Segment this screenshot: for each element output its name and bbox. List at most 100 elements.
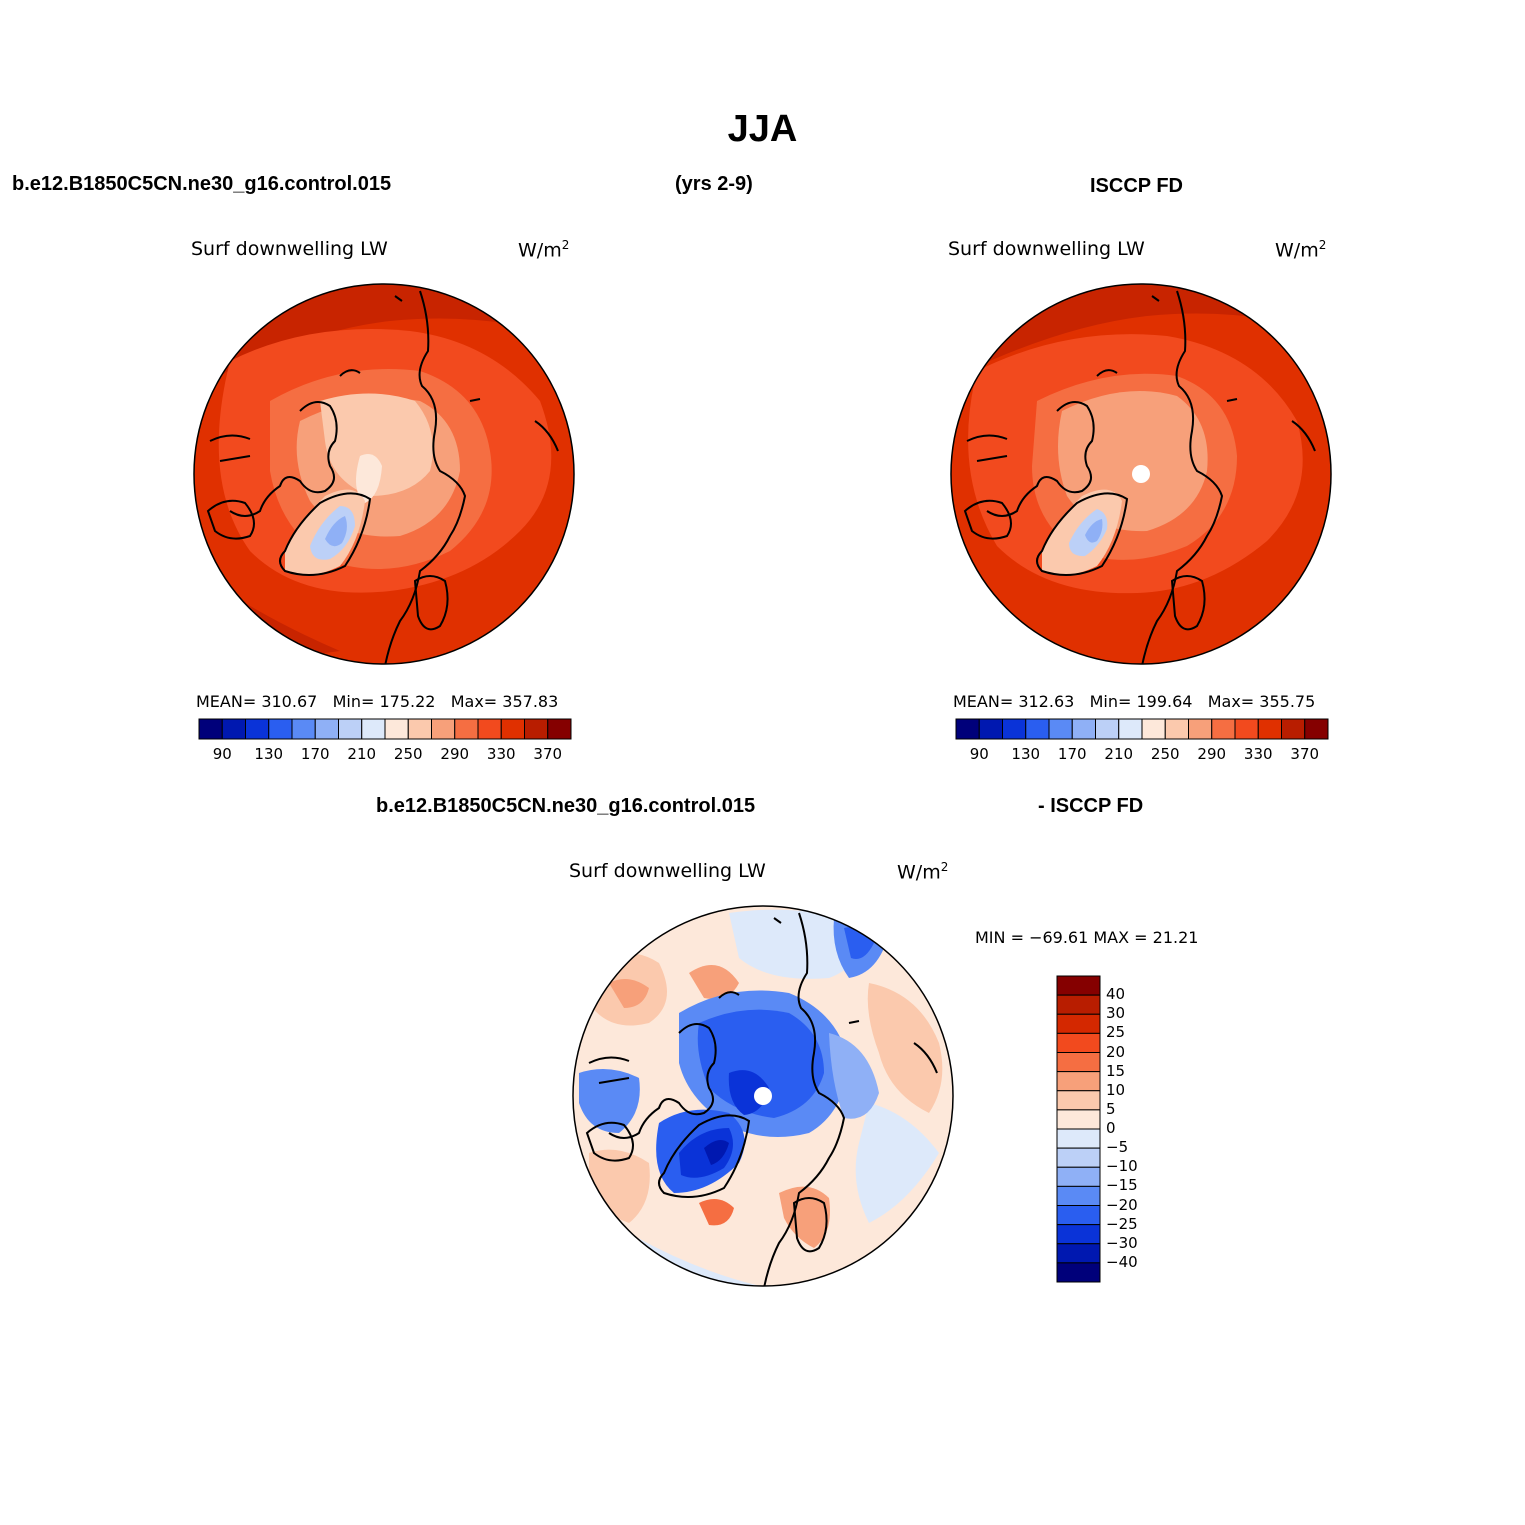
diff-case-name-label: b.e12.B1850C5CN.ne30_g16.control.015 bbox=[376, 795, 756, 817]
colorbar-swatch bbox=[1056, 1090, 1101, 1111]
colorbar-tick-label: 210 bbox=[347, 745, 377, 763]
diff-variable-label: Surf downwelling LW bbox=[569, 860, 766, 882]
obs-colorbar bbox=[955, 718, 1329, 740]
colorbar-swatch bbox=[1095, 718, 1120, 740]
colorbar-swatch bbox=[1141, 718, 1166, 740]
colorbar-tick-label: 20 bbox=[1106, 1042, 1126, 1061]
colorbar-tick-label: 15 bbox=[1106, 1061, 1126, 1080]
colorbar-tick-label: 30 bbox=[1106, 1004, 1126, 1023]
colorbar-tick-label: 130 bbox=[254, 745, 284, 763]
colorbar-tick-label: 5 bbox=[1106, 1099, 1116, 1118]
colorbar-swatch bbox=[1056, 1071, 1101, 1092]
model-stats: MEAN= 310.67 Min= 175.22 Max= 357.83 bbox=[196, 692, 559, 711]
colorbar-swatch bbox=[1002, 718, 1027, 740]
colorbar-swatch bbox=[1056, 1052, 1101, 1073]
obs-units-label: W/m2 bbox=[1275, 238, 1327, 262]
model-units-label: W/m2 bbox=[518, 238, 570, 262]
colorbar-swatch bbox=[1056, 994, 1101, 1015]
colorbar-swatch bbox=[454, 718, 479, 740]
colorbar-tick-label: 170 bbox=[300, 745, 330, 763]
colorbar-tick-label: 370 bbox=[533, 745, 563, 763]
colorbar-tick-label: 210 bbox=[1104, 745, 1134, 763]
colorbar-tick-label: 330 bbox=[1243, 745, 1273, 763]
colorbar-swatch bbox=[198, 718, 223, 740]
model-variable-label: Surf downwelling LW bbox=[191, 238, 388, 260]
colorbar-swatch bbox=[477, 718, 502, 740]
colorbar-tick-label: −5 bbox=[1106, 1138, 1129, 1157]
diff-colorbar bbox=[1056, 975, 1101, 1283]
colorbar-tick-label: −25 bbox=[1106, 1214, 1138, 1233]
colorbar-swatch bbox=[314, 718, 339, 740]
model-colorbar-ticks: 90 130 170 210 250 290 330 370 bbox=[198, 745, 570, 765]
colorbar-tick-label: −15 bbox=[1106, 1176, 1138, 1195]
colorbar-swatch bbox=[1056, 1243, 1101, 1264]
colorbar-tick-label: 290 bbox=[1197, 745, 1227, 763]
obs-stats: MEAN= 312.63 Min= 199.64 Max= 355.75 bbox=[953, 692, 1316, 711]
diff-units-label: W/m2 bbox=[897, 860, 949, 884]
colorbar-swatch bbox=[291, 718, 316, 740]
colorbar-swatch bbox=[1056, 975, 1101, 996]
obs-polar-map bbox=[950, 283, 1332, 665]
colorbar-swatch bbox=[338, 718, 363, 740]
obs-name-label: ISCCP FD bbox=[1090, 175, 1183, 197]
colorbar-swatch bbox=[547, 718, 572, 740]
obs-colorbar-ticks: 90 130 170 210 250 290 330 370 bbox=[955, 745, 1327, 765]
colorbar-swatch bbox=[245, 718, 270, 740]
colorbar-tick-label: 90 bbox=[969, 745, 989, 763]
colorbar-swatch bbox=[1056, 1032, 1101, 1053]
colorbar-swatch bbox=[500, 718, 525, 740]
colorbar-swatch bbox=[221, 718, 246, 740]
colorbar-tick-label: 250 bbox=[393, 745, 423, 763]
diff-colorbar-ticks: 40 30 25 20 15 10 5 0 −5 −10 −15 −20 −25 −30 −40 bbox=[1106, 975, 1166, 1285]
colorbar-swatch bbox=[1056, 1262, 1101, 1283]
colorbar-tick-label: 250 bbox=[1150, 745, 1180, 763]
colorbar-swatch bbox=[1056, 1109, 1101, 1130]
colorbar-swatch bbox=[1056, 1185, 1101, 1206]
figure-title: JJA bbox=[727, 108, 798, 150]
colorbar-tick-label: 330 bbox=[486, 745, 516, 763]
colorbar-tick-label: 170 bbox=[1057, 745, 1087, 763]
colorbar-tick-label: 40 bbox=[1106, 985, 1126, 1004]
colorbar-swatch bbox=[1211, 718, 1236, 740]
colorbar-swatch bbox=[1188, 718, 1213, 740]
colorbar-swatch bbox=[431, 718, 456, 740]
diff-polar-map bbox=[572, 905, 954, 1287]
model-polar-map bbox=[193, 283, 575, 665]
years-label: (yrs 2-9) bbox=[675, 173, 753, 195]
colorbar-swatch bbox=[1118, 718, 1143, 740]
colorbar-swatch bbox=[268, 718, 293, 740]
colorbar-tick-label: −10 bbox=[1106, 1157, 1138, 1176]
colorbar-swatch bbox=[1304, 718, 1329, 740]
colorbar-swatch bbox=[1056, 1205, 1101, 1226]
colorbar-tick-label: −20 bbox=[1106, 1195, 1138, 1214]
colorbar-tick-label: 370 bbox=[1290, 745, 1320, 763]
diff-minmax: MIN = −69.61 MAX = 21.21 bbox=[975, 928, 1199, 947]
colorbar-swatch bbox=[1281, 718, 1306, 740]
colorbar-tick-label: −30 bbox=[1106, 1233, 1138, 1252]
colorbar-swatch bbox=[1234, 718, 1259, 740]
colorbar-swatch bbox=[1025, 718, 1050, 740]
diff-obs-name-label: - ISCCP FD bbox=[1038, 795, 1144, 817]
colorbar-swatch bbox=[955, 718, 980, 740]
colorbar-swatch bbox=[1056, 1147, 1101, 1168]
colorbar-swatch bbox=[1164, 718, 1189, 740]
colorbar-swatch bbox=[978, 718, 1003, 740]
model-colorbar bbox=[198, 718, 572, 740]
colorbar-swatch bbox=[1071, 718, 1096, 740]
colorbar-tick-label: 25 bbox=[1106, 1023, 1126, 1042]
colorbar-tick-label: 90 bbox=[212, 745, 232, 763]
colorbar-swatch bbox=[1056, 1128, 1101, 1149]
colorbar-tick-label: 290 bbox=[440, 745, 470, 763]
colorbar-swatch bbox=[1056, 1013, 1101, 1034]
case-name-label: b.e12.B1850C5CN.ne30_g16.control.015 bbox=[12, 173, 392, 195]
colorbar-swatch bbox=[1048, 718, 1073, 740]
colorbar-tick-label: −40 bbox=[1106, 1252, 1138, 1271]
colorbar-swatch bbox=[407, 718, 432, 740]
colorbar-swatch bbox=[1257, 718, 1282, 740]
obs-variable-label: Surf downwelling LW bbox=[948, 238, 1145, 260]
colorbar-tick-label: 0 bbox=[1106, 1119, 1116, 1137]
colorbar-swatch bbox=[1056, 1166, 1101, 1187]
colorbar-swatch bbox=[524, 718, 549, 740]
colorbar-swatch bbox=[1056, 1224, 1101, 1245]
colorbar-tick-label: 10 bbox=[1106, 1080, 1126, 1099]
